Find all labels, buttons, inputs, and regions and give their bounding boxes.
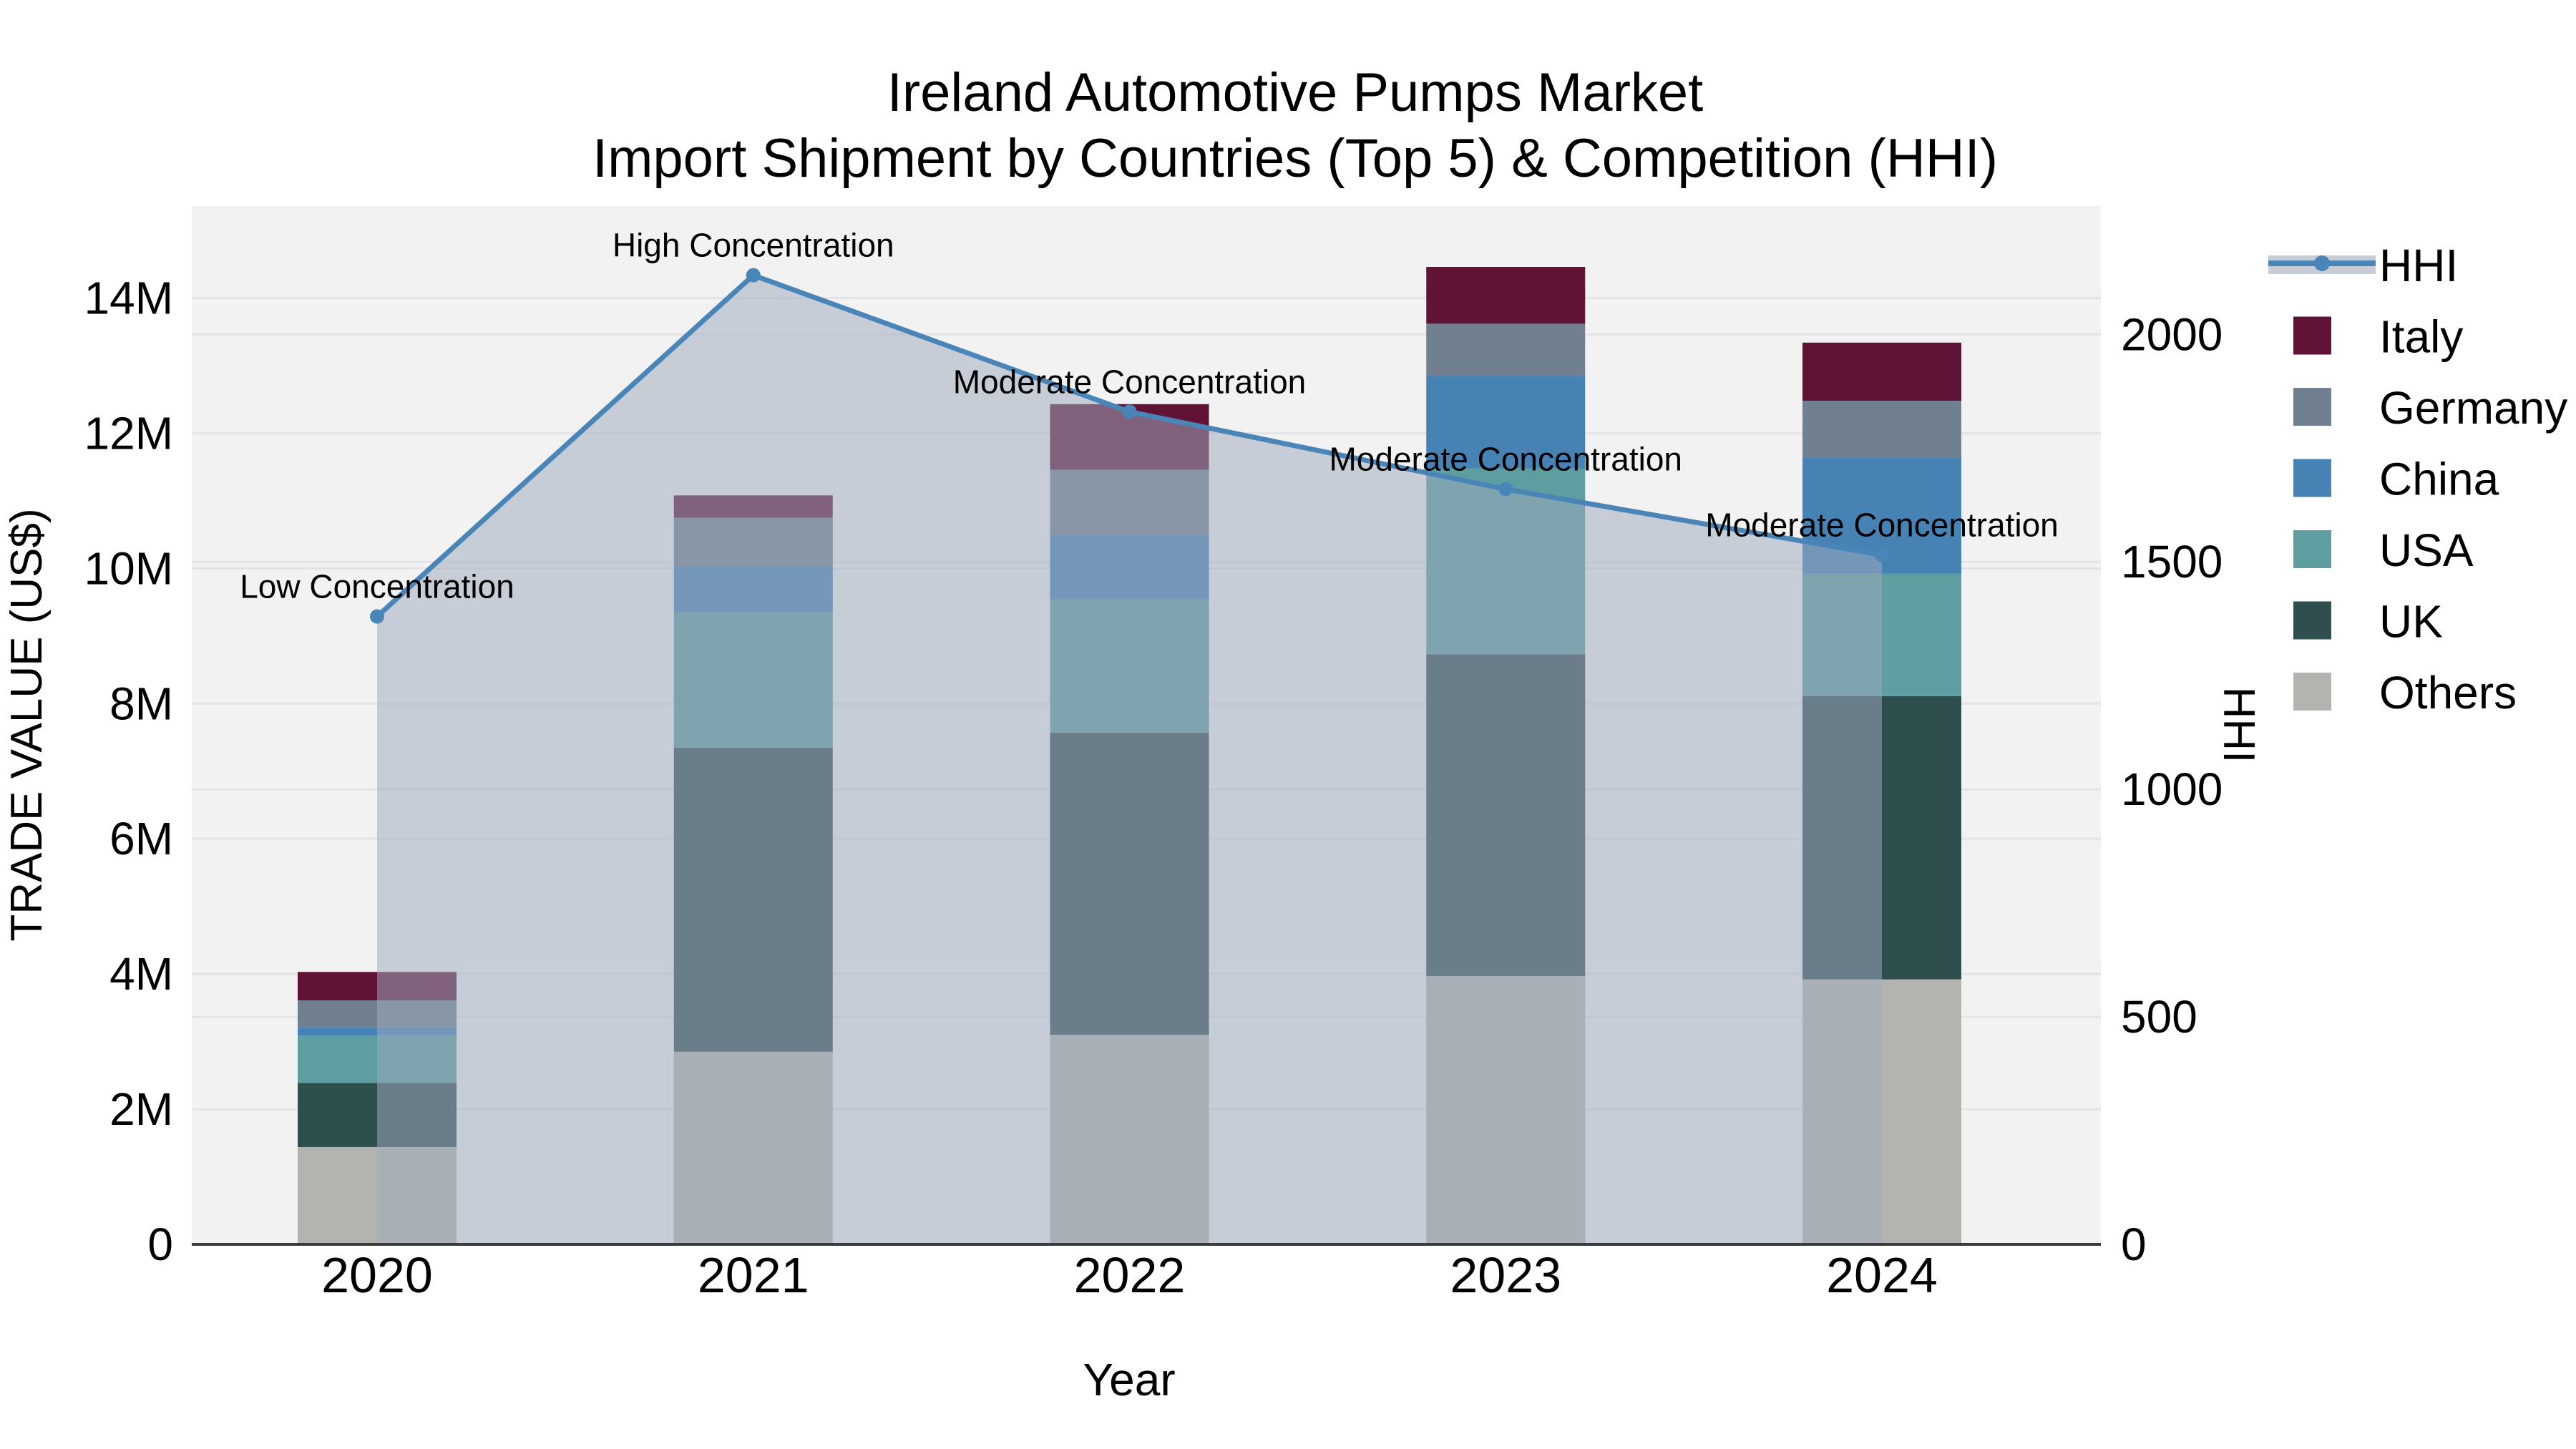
legend-item-usa[interactable]: USA bbox=[2293, 525, 2474, 576]
x-tick-label-2022: 2022 bbox=[1074, 1247, 1186, 1303]
y-right-tick-label: 2000 bbox=[2121, 308, 2223, 360]
legend-label: Others bbox=[2379, 667, 2517, 718]
x-tick-label-2021: 2021 bbox=[698, 1247, 809, 1303]
legend-item-italy[interactable]: Italy bbox=[2293, 311, 2463, 363]
hhi-area bbox=[377, 275, 1882, 1244]
legend-swatch-china bbox=[2293, 459, 2331, 497]
hhi-marker-2022 bbox=[1122, 404, 1137, 419]
y-left-tick-label: 2M bbox=[109, 1083, 173, 1135]
x-tick-label-2023: 2023 bbox=[1450, 1247, 1561, 1303]
y-left-tick-label: 4M bbox=[109, 948, 173, 1000]
y-left-tick-label: 12M bbox=[84, 407, 174, 459]
x-tick-label-2024: 2024 bbox=[1826, 1247, 1938, 1303]
y-right-axis-title: HHI bbox=[2214, 687, 2263, 763]
hhi-marker-2023 bbox=[1498, 482, 1513, 497]
annotation-2020: Low Concentration bbox=[240, 568, 514, 605]
legend-label: UK bbox=[2379, 596, 2443, 648]
bar-segment-germany-2024 bbox=[1802, 401, 1961, 458]
y-right-tick-label: 0 bbox=[2121, 1219, 2147, 1270]
y-right-tick-label: 1500 bbox=[2121, 536, 2223, 587]
chart-subtitle: Import Shipment by Countries (Top 5) & C… bbox=[592, 128, 1998, 189]
y-left-tick-label: 10M bbox=[84, 542, 174, 594]
hhi-marker-2024 bbox=[1875, 547, 1889, 562]
legend-item-others[interactable]: Others bbox=[2293, 667, 2517, 718]
legend-label: HHI bbox=[2379, 240, 2458, 291]
legend-label: China bbox=[2379, 454, 2499, 505]
legend-item-uk[interactable]: UK bbox=[2293, 596, 2443, 648]
hhi-line-group bbox=[370, 268, 1889, 624]
legend-swatch-others bbox=[2293, 673, 2331, 711]
y-left-tick-label: 14M bbox=[84, 272, 174, 323]
hhi-marker-2021 bbox=[746, 268, 761, 283]
hhi-marker-2020 bbox=[370, 609, 384, 624]
y-left-tick-label: 8M bbox=[109, 678, 173, 729]
legend-swatch-germany bbox=[2293, 388, 2331, 426]
legend-swatch-italy bbox=[2293, 316, 2331, 355]
legend-label: Italy bbox=[2379, 311, 2463, 363]
legend-item-china[interactable]: China bbox=[2293, 454, 2499, 505]
legend-item-hhi[interactable]: HHI bbox=[2268, 240, 2458, 291]
annotation-2022: Moderate Concentration bbox=[953, 363, 1307, 400]
y-right-tick-label: 500 bbox=[2121, 991, 2197, 1043]
annotation-2021: High Concentration bbox=[613, 227, 894, 264]
bar-segment-germany-2023 bbox=[1426, 323, 1586, 376]
bar-segment-italy-2024 bbox=[1802, 342, 1961, 401]
y-left-axis-title: TRADE VALUE (US$) bbox=[2, 508, 52, 941]
legend-item-germany[interactable]: Germany bbox=[2293, 382, 2567, 434]
annotation-2023: Moderate Concentration bbox=[1329, 440, 1682, 477]
annotations: Low Concentration High Concentration Moder… bbox=[240, 227, 2059, 605]
x-axis-title: Year bbox=[1083, 1354, 1175, 1405]
y-left-tick-label: 0 bbox=[147, 1219, 173, 1270]
legend-label: USA bbox=[2379, 525, 2474, 576]
y-right-tick-label: 1000 bbox=[2121, 763, 2223, 815]
legend-swatch-uk bbox=[2293, 601, 2331, 640]
annotation-2024: Moderate Concentration bbox=[1705, 507, 2059, 544]
legend-label: Germany bbox=[2379, 382, 2567, 434]
legend-hhi-marker-sample bbox=[2314, 255, 2330, 271]
tick-labels: 0 2M 4M 6M 8M 10M 12M 14M 0 500 1000 1500 2000 2020 20… bbox=[84, 272, 2223, 1303]
x-tick-label-2020: 2020 bbox=[321, 1247, 433, 1303]
hhi-area-fill bbox=[377, 275, 1882, 1244]
bar-segment-italy-2023 bbox=[1426, 267, 1586, 324]
bar-segment-china-2023 bbox=[1426, 376, 1586, 469]
chart-title: Ireland Automotive Pumps Market bbox=[887, 62, 1704, 123]
legend-swatch-usa bbox=[2293, 530, 2331, 568]
legend: HHI Italy Germany China USA UK Others bbox=[2268, 240, 2567, 718]
y-left-tick-label: 6M bbox=[109, 813, 173, 864]
